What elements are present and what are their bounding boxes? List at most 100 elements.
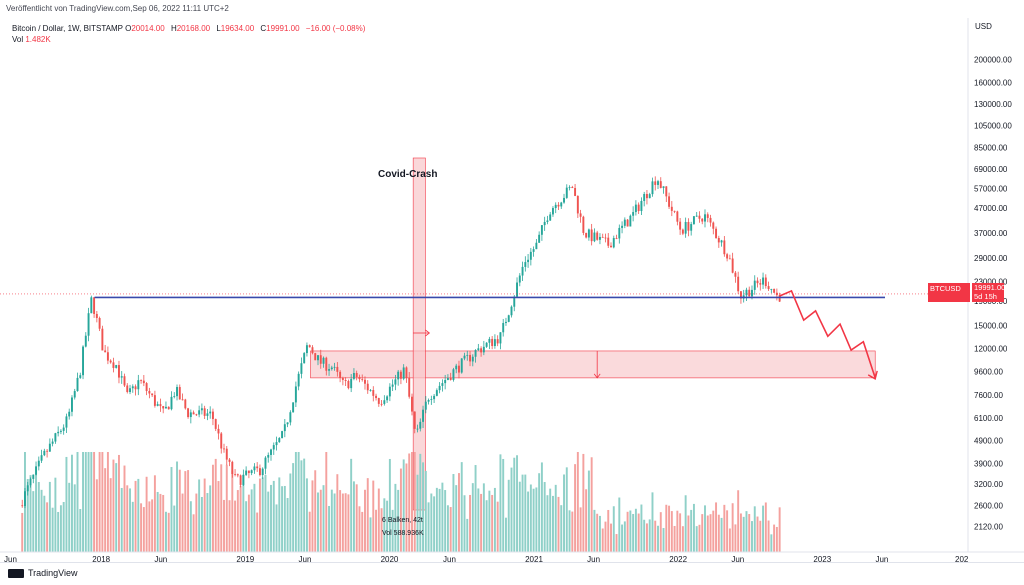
volume-bar	[665, 504, 668, 552]
candle-body	[142, 380, 145, 384]
volume-bar	[65, 456, 68, 552]
price-tick-label: 85000.00	[974, 143, 1008, 152]
candle-body	[444, 379, 447, 384]
volume-bar	[388, 458, 391, 552]
volume-bar	[715, 502, 718, 552]
candle-body	[286, 422, 289, 425]
candle-body	[527, 259, 530, 263]
candle-body	[195, 414, 198, 416]
candle-body	[723, 240, 726, 255]
candle-body	[328, 369, 331, 371]
volume-bar	[184, 471, 187, 552]
candle-body	[236, 474, 239, 476]
volume-bar	[560, 505, 563, 552]
candle-body	[474, 350, 477, 357]
low-value: 19634.00	[220, 24, 255, 33]
candle-body	[704, 214, 706, 222]
measure-bars-label: 6 Balken, 42t	[382, 517, 423, 524]
candle-body	[361, 379, 364, 380]
candle-body	[770, 289, 773, 290]
volume-bar	[516, 455, 518, 552]
candle-body	[554, 204, 557, 209]
volume-bar	[134, 480, 137, 552]
candle-body	[209, 411, 212, 414]
volume-bar	[195, 493, 198, 552]
candle-body	[355, 372, 358, 377]
candle-body	[40, 455, 43, 461]
candle-body	[510, 306, 513, 316]
candle-body	[250, 470, 253, 474]
symbol-label: Bitcoin / Dollar, 1W, BITSTAMP	[12, 24, 123, 33]
candle-body	[231, 461, 234, 475]
price-chart[interactable]: 2120.00 2600.00 3200.00 3900.00 4900.00 6100.…	[0, 0, 1024, 562]
candle-body	[140, 380, 143, 381]
candle-body	[120, 376, 123, 378]
candle-body	[217, 428, 220, 434]
volume-bar	[621, 524, 624, 552]
volume-bar	[82, 452, 84, 552]
candle-body	[477, 348, 480, 351]
zone-measure-head	[593, 373, 601, 379]
candle-body	[220, 433, 223, 449]
low-label: L	[216, 24, 221, 33]
candle-body	[712, 222, 715, 229]
candle-body	[225, 448, 228, 460]
candle-body	[68, 411, 71, 417]
price-tick-label: 29000.00	[974, 254, 1008, 263]
candle-body	[612, 237, 615, 248]
candle-body	[615, 237, 618, 239]
volume-bar	[140, 503, 143, 552]
candle-body	[308, 345, 311, 348]
candle-body	[516, 282, 518, 297]
candle-body	[192, 412, 195, 415]
volume-bar	[626, 511, 629, 552]
candle-body	[427, 399, 430, 402]
volume-bar	[123, 465, 126, 552]
volume-bar	[173, 505, 176, 552]
change-value: −16.00 (−0.08%)	[305, 24, 366, 33]
candle-body	[601, 236, 604, 238]
volume-bar	[159, 493, 162, 552]
candle-body	[449, 377, 452, 380]
candle-body	[692, 216, 695, 225]
volume-bar	[109, 478, 112, 552]
volume-bar	[692, 503, 695, 552]
candle-body	[391, 384, 394, 387]
volume-bar	[231, 470, 234, 552]
volume-bar	[250, 489, 253, 552]
volume-bar	[477, 488, 480, 552]
close-value: 19991.00	[266, 24, 300, 33]
volume-bar	[756, 516, 759, 552]
candle-body	[126, 385, 129, 392]
candle-body	[322, 357, 325, 364]
price-tick-label: 15000.00	[974, 321, 1008, 330]
volume-bar	[435, 487, 438, 552]
candle-body	[767, 286, 770, 290]
volume-bar	[458, 473, 460, 552]
volume-bar	[59, 505, 62, 552]
candle-body	[104, 350, 107, 353]
candle-body	[239, 475, 242, 485]
candle-body	[717, 238, 720, 243]
candle-body	[441, 383, 444, 386]
candle-body	[695, 215, 698, 217]
volume-bar	[43, 495, 46, 552]
volume-bar	[679, 513, 682, 552]
open-label: O	[125, 24, 132, 33]
candle-body	[62, 427, 65, 431]
candle-body	[621, 225, 624, 228]
volume-bar	[767, 520, 770, 552]
volume-bar	[413, 452, 416, 552]
time-tick-label: Jun	[154, 555, 167, 562]
candle-body	[234, 474, 237, 475]
candle-body	[665, 186, 668, 197]
candle-body	[540, 225, 543, 235]
volume-bar	[234, 500, 237, 552]
tradingview-logo[interactable]: TradingView	[8, 568, 78, 579]
candle-body	[485, 342, 488, 347]
candle-body	[278, 438, 281, 443]
candle-body	[690, 224, 693, 231]
projection-path	[779, 289, 876, 379]
volume-bar	[449, 507, 452, 552]
candle-body	[79, 375, 82, 378]
